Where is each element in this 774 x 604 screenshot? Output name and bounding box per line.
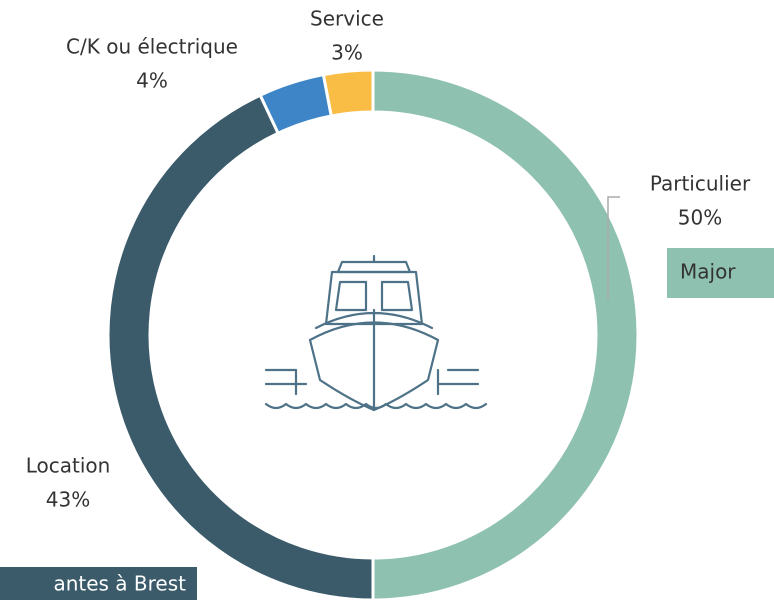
slice-label: Service: [310, 7, 384, 31]
value-label: 43%: [46, 488, 90, 512]
annotation: antes à Brest: [53, 572, 186, 596]
value-label: 3%: [331, 41, 363, 65]
slice-label: C/K ou électrique: [66, 35, 238, 59]
boat-icon: [264, 254, 488, 412]
donut-slice: [258, 72, 333, 136]
donut-slice: [371, 68, 640, 602]
slice-label: Particulier: [650, 172, 751, 196]
annotation: Major: [680, 260, 736, 284]
value-label: 50%: [678, 206, 722, 230]
donut-slice: [106, 93, 375, 602]
leader-line: [607, 196, 620, 300]
value-label: 4%: [136, 69, 168, 93]
slice-label: Location: [26, 454, 111, 478]
annotation-box: [0, 567, 197, 604]
annotation-box: [667, 248, 774, 298]
